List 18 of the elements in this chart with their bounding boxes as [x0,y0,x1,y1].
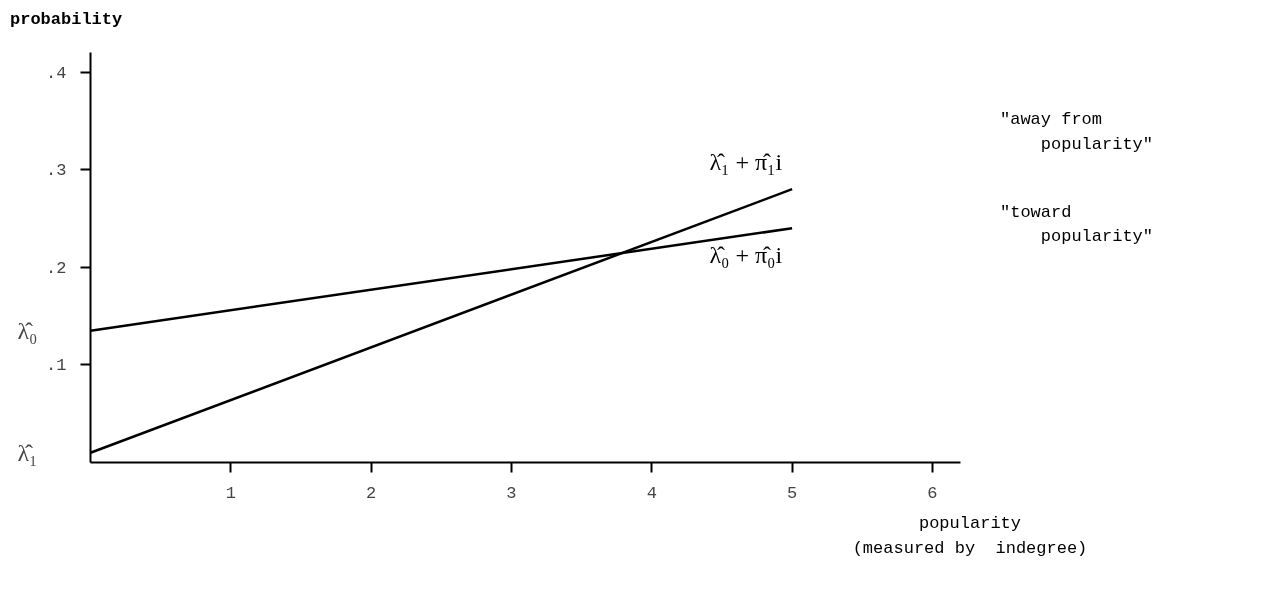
y-tick-label: .2 [46,259,67,279]
y-tick-label: .3 [46,161,67,181]
text: "away from popularity" [1000,109,1154,156]
x-tick-label: 5 [787,483,798,503]
y-tick-label: .4 [46,63,67,83]
annotation: λ̂₁ [17,440,38,467]
x-axis-title: popularity (measured by indegree) [852,513,1088,560]
x-tick-label: 4 [646,483,657,503]
y-tick-label: .1 [46,356,67,376]
series-label: λ̂₀ + π̂₀i [709,242,783,269]
x-tick-label: 2 [366,483,377,503]
annotation: λ̂₀ [17,318,38,344]
y-axis-title: probability [10,9,123,31]
text: "toward popularity" [1000,201,1154,249]
x-tick-label: 1 [225,483,236,503]
x-tick-label: 6 [927,483,938,503]
x-tick-label: 3 [506,483,517,503]
series-label: λ̂₁ + π̂₁i [709,149,783,176]
